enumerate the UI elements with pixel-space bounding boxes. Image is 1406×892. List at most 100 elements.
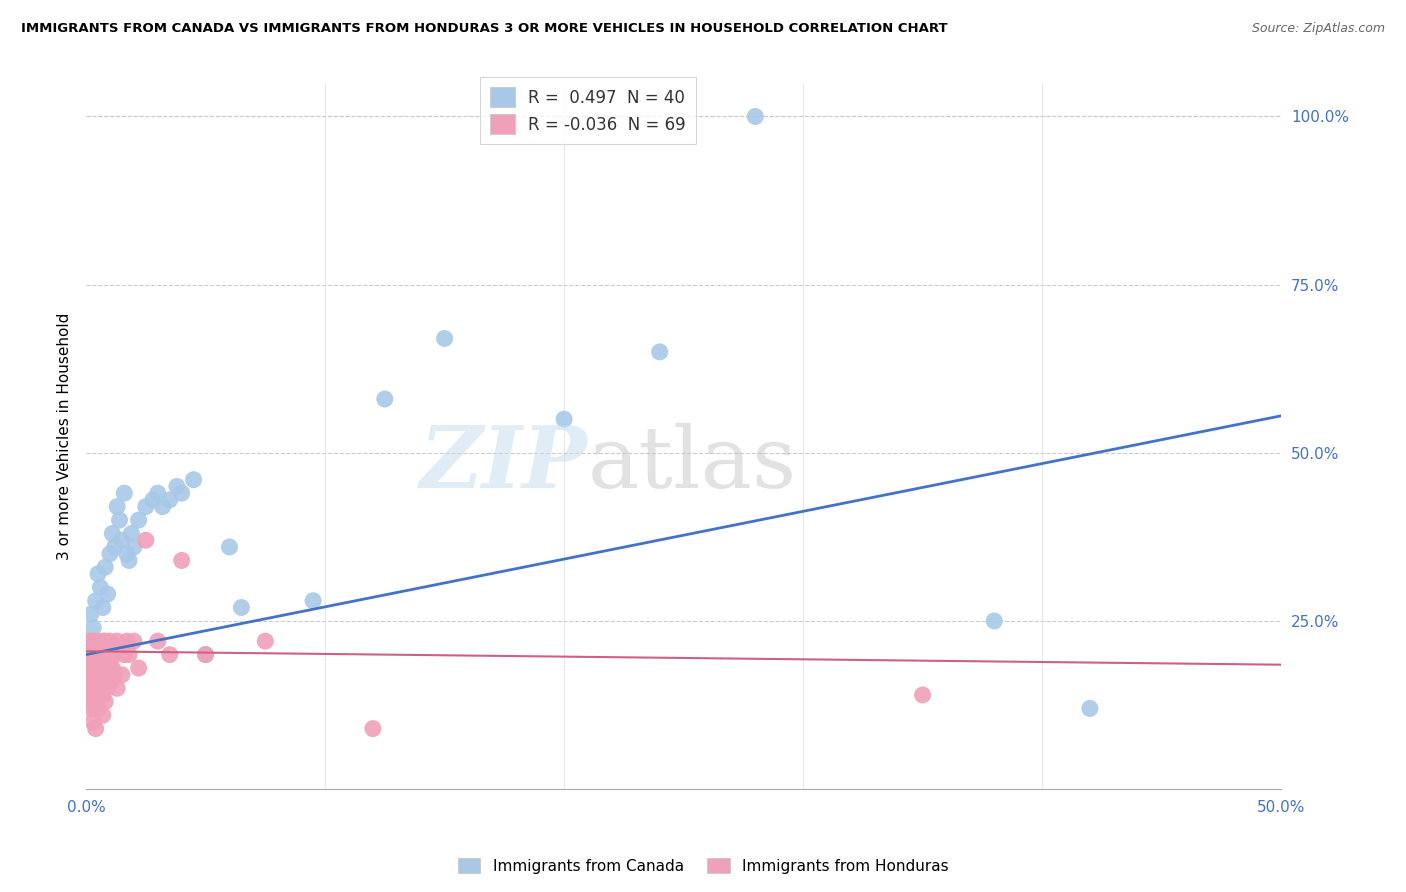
Point — [80, 607, 103, 622]
Text: Source: ZipAtlas.com: Source: ZipAtlas.com — [1251, 22, 1385, 36]
Point — [80, 648, 103, 662]
Point — [911, 688, 934, 702]
Point — [128, 513, 150, 527]
Point — [121, 526, 143, 541]
Point — [82, 648, 104, 662]
Point — [194, 648, 217, 662]
Point — [87, 681, 110, 696]
Point — [104, 540, 127, 554]
Point — [94, 634, 117, 648]
Point — [82, 661, 104, 675]
Point — [101, 661, 124, 675]
Point — [112, 648, 135, 662]
Point — [91, 600, 114, 615]
Point — [89, 654, 111, 668]
Legend: R =  0.497  N = 40, R = -0.036  N = 69: R = 0.497 N = 40, R = -0.036 N = 69 — [479, 77, 696, 145]
Point — [302, 594, 325, 608]
Point — [166, 479, 188, 493]
Point — [87, 566, 110, 581]
Point — [98, 547, 121, 561]
Point — [89, 580, 111, 594]
Point — [146, 634, 169, 648]
Text: atlas: atlas — [588, 423, 797, 506]
Point — [183, 473, 205, 487]
Point — [433, 331, 456, 345]
Point — [111, 533, 134, 548]
Point — [84, 634, 107, 648]
Point — [159, 648, 181, 662]
Point — [112, 486, 135, 500]
Point — [84, 654, 107, 668]
Point — [91, 708, 114, 723]
Point — [91, 688, 114, 702]
Y-axis label: 3 or more Vehicles in Household: 3 or more Vehicles in Household — [58, 312, 72, 559]
Point — [231, 600, 253, 615]
Point — [91, 667, 114, 681]
Point — [82, 714, 104, 729]
Point — [75, 640, 97, 655]
Point — [105, 681, 128, 696]
Point — [118, 648, 141, 662]
Point — [87, 634, 110, 648]
Point — [118, 553, 141, 567]
Point — [77, 681, 100, 696]
Point — [128, 661, 150, 675]
Point — [94, 654, 117, 668]
Point — [744, 110, 766, 124]
Legend: Immigrants from Canada, Immigrants from Honduras: Immigrants from Canada, Immigrants from … — [451, 852, 955, 880]
Point — [170, 486, 193, 500]
Point — [101, 526, 124, 541]
Point — [89, 667, 111, 681]
Point — [98, 634, 121, 648]
Text: IMMIGRANTS FROM CANADA VS IMMIGRANTS FROM HONDURAS 3 OR MORE VEHICLES IN HOUSEHO: IMMIGRANTS FROM CANADA VS IMMIGRANTS FRO… — [21, 22, 948, 36]
Point — [135, 500, 157, 514]
Point — [84, 722, 107, 736]
Point — [94, 674, 117, 689]
Point — [104, 667, 127, 681]
Point — [553, 412, 575, 426]
Point — [98, 654, 121, 668]
Point — [111, 667, 134, 681]
Point — [89, 640, 111, 655]
Point — [77, 634, 100, 648]
Point — [94, 695, 117, 709]
Point — [983, 614, 1005, 628]
Point — [254, 634, 277, 648]
Point — [82, 674, 104, 689]
Point — [87, 701, 110, 715]
Point — [115, 634, 138, 648]
Point — [84, 681, 107, 696]
Point — [98, 674, 121, 689]
Point — [97, 640, 120, 655]
Point — [122, 634, 145, 648]
Point — [104, 648, 127, 662]
Point — [105, 500, 128, 514]
Point — [1078, 701, 1101, 715]
Point — [91, 648, 114, 662]
Point — [97, 661, 120, 675]
Point — [146, 486, 169, 500]
Point — [159, 492, 181, 507]
Point — [91, 634, 114, 648]
Point — [80, 661, 103, 675]
Text: ZIP: ZIP — [420, 423, 588, 506]
Point — [80, 701, 103, 715]
Point — [361, 722, 384, 736]
Point — [194, 648, 217, 662]
Point — [89, 688, 111, 702]
Point — [105, 634, 128, 648]
Point — [97, 587, 120, 601]
Point — [80, 634, 103, 648]
Point — [115, 547, 138, 561]
Point — [142, 492, 165, 507]
Point — [648, 345, 671, 359]
Point — [101, 640, 124, 655]
Point — [84, 594, 107, 608]
Point — [77, 648, 100, 662]
Point — [77, 634, 100, 648]
Point — [218, 540, 240, 554]
Point — [97, 681, 120, 696]
Point — [170, 553, 193, 567]
Point — [75, 654, 97, 668]
Point — [82, 695, 104, 709]
